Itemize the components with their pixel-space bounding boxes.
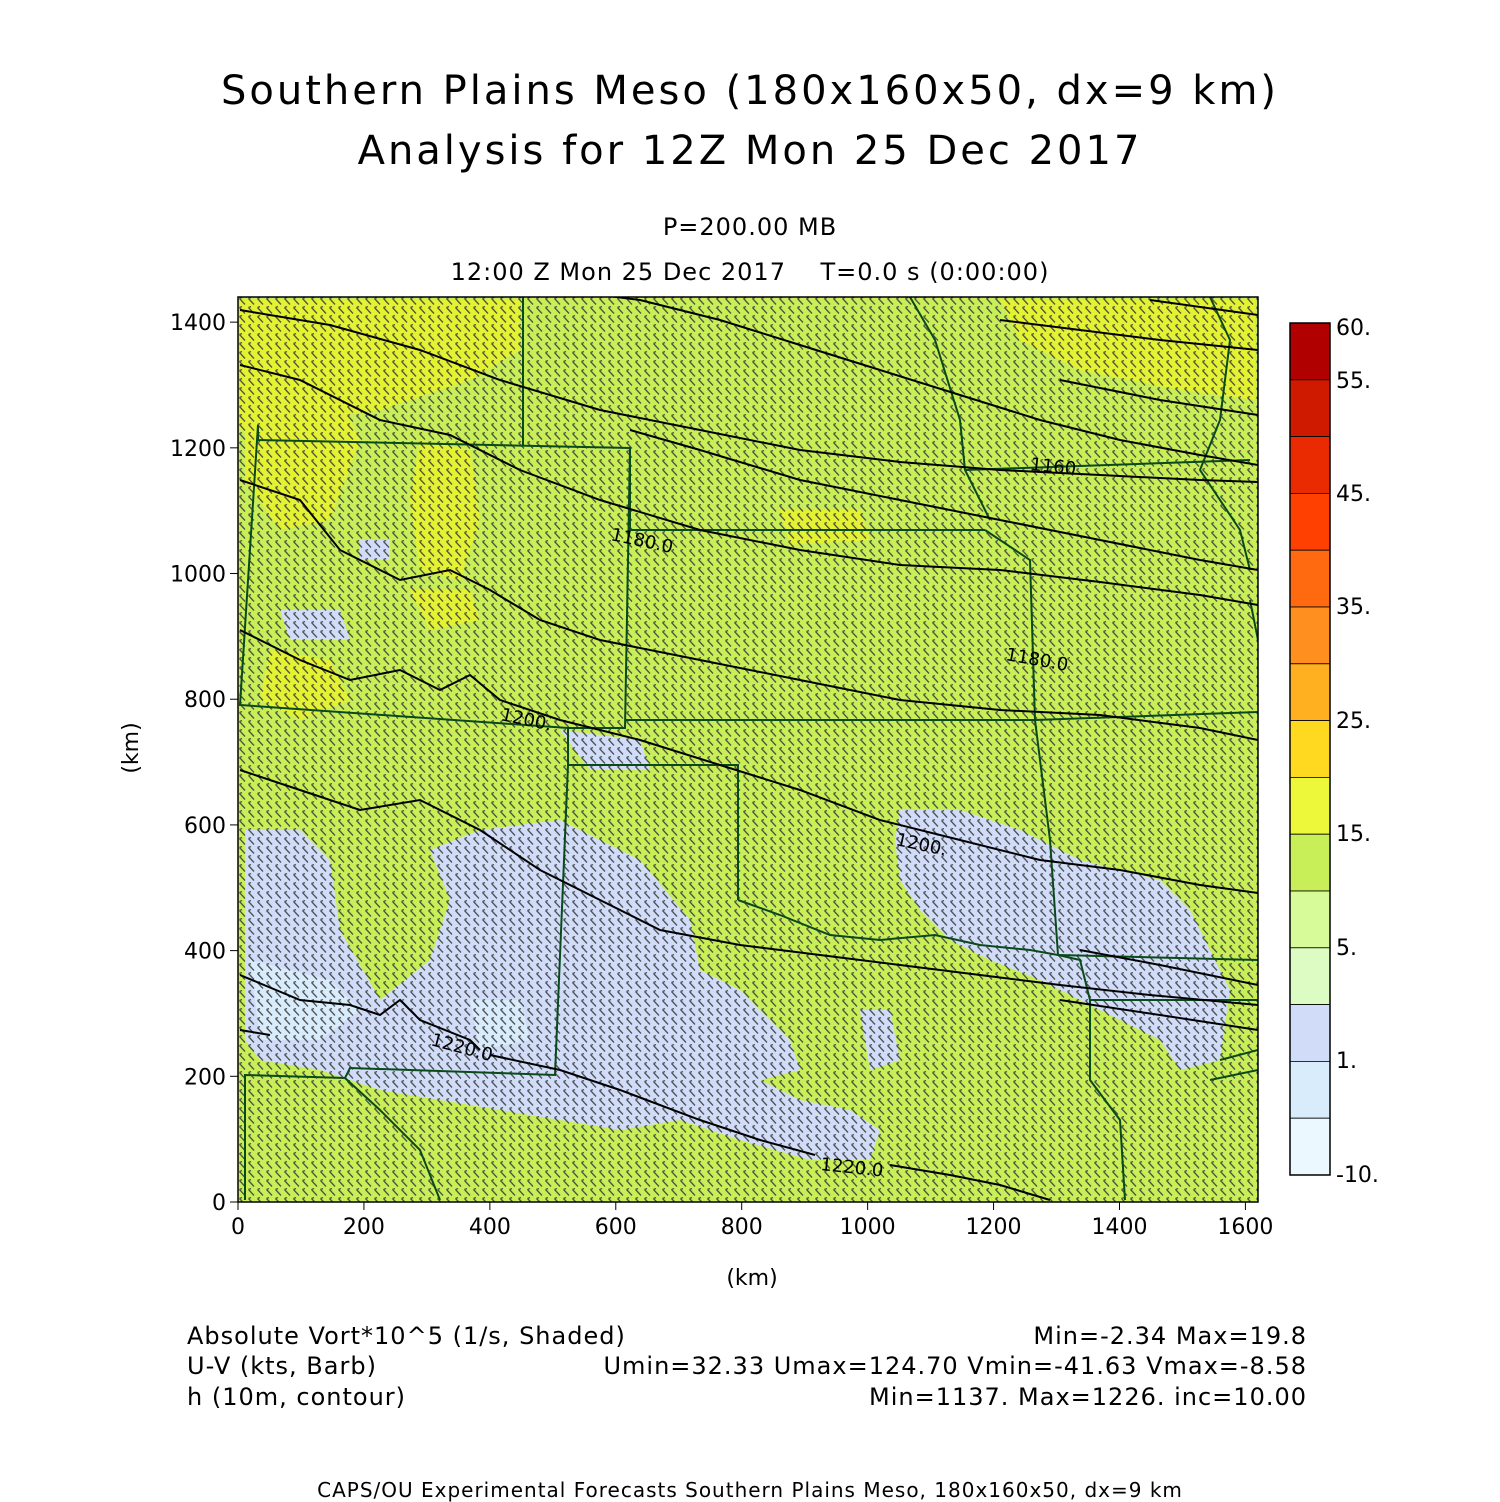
legend-field2-name: U-V (kts, Barb) bbox=[187, 1352, 377, 1380]
x-tick-label: 1600 bbox=[1217, 1215, 1273, 1240]
colorbar-segment bbox=[1289, 720, 1331, 778]
colorbar-label: 60. bbox=[1336, 316, 1371, 341]
level-label: P=200.00 MB bbox=[662, 213, 838, 241]
legend-field3-stats: Min=1137. Max=1226. inc=10.00 bbox=[869, 1383, 1307, 1411]
wind-barb-field bbox=[238, 297, 1258, 1202]
height-contours bbox=[239, 297, 1258, 1201]
colorbar-segment bbox=[1289, 777, 1331, 835]
x-tick-label: 200 bbox=[343, 1215, 385, 1240]
x-tick-label: 800 bbox=[721, 1215, 763, 1240]
x-tick-label: 1400 bbox=[1091, 1215, 1147, 1240]
plot-area: 1180.0 1160 1180.0 1200. 1200. 1200.0 12… bbox=[238, 297, 1258, 1202]
y-tick-label: 800 bbox=[184, 688, 226, 713]
time-label: 12:00 Z Mon 25 Dec 2017 T=0.0 s (0:00:00… bbox=[450, 258, 1050, 286]
plot-frame bbox=[237, 296, 1259, 1203]
x-axis-ticks: 0 200 400 600 800 1000 1200 1400 1600 bbox=[231, 1202, 1273, 1240]
y-tick-label: 0 bbox=[212, 1191, 226, 1216]
x-tick-label: 1200 bbox=[966, 1215, 1022, 1240]
legend-field1-stats: Min=-2.34 Max=19.8 bbox=[1033, 1322, 1307, 1350]
legend-field2-stats: Umin=32.33 Umax=124.70 Vmin=-41.63 Vmax=… bbox=[603, 1352, 1307, 1380]
colorbar-segment bbox=[1289, 947, 1331, 1005]
credit-line: CAPS/OU Experimental Forecasts Southern … bbox=[317, 1478, 1183, 1502]
state-boundaries bbox=[238, 297, 1258, 1201]
contour-label: 1160 bbox=[1029, 454, 1077, 480]
colorbar-segment bbox=[1289, 436, 1331, 494]
colorbar-segment bbox=[1289, 379, 1331, 437]
colorbar-segment bbox=[1289, 1117, 1331, 1176]
colorbar-segment bbox=[1289, 1061, 1331, 1119]
x-tick-label: 400 bbox=[469, 1215, 511, 1240]
colorbar-segment bbox=[1289, 606, 1331, 665]
y-tick-label: 200 bbox=[184, 1065, 226, 1090]
colorbar-label: -10. bbox=[1336, 1163, 1379, 1188]
colorbar-label: 25. bbox=[1336, 709, 1371, 734]
colorbar-label: 5. bbox=[1336, 936, 1357, 961]
colorbar-segment bbox=[1289, 890, 1331, 949]
contour-label: 1200.0 bbox=[690, 759, 694, 761]
legend-field1-name: Absolute Vort*10^5 (1/s, Shaded) bbox=[187, 1322, 626, 1350]
colorbar-segment bbox=[1289, 322, 1331, 381]
y-axis-ticks: 0 200 400 600 800 1000 1200 1400 bbox=[170, 311, 238, 1216]
x-tick-label: 600 bbox=[595, 1215, 637, 1240]
colorbar-segment bbox=[1289, 549, 1331, 608]
colorbar-segment bbox=[1289, 492, 1331, 551]
colorbar-segment bbox=[1289, 833, 1331, 892]
y-tick-label: 600 bbox=[184, 814, 226, 839]
title-line-2: Analysis for 12Z Mon 25 Dec 2017 bbox=[357, 128, 1143, 174]
y-tick-label: 1400 bbox=[170, 311, 226, 336]
x-axis-label: (km) bbox=[726, 1266, 777, 1291]
colorbar-label: 55. bbox=[1336, 369, 1371, 394]
x-tick-label: 1000 bbox=[840, 1215, 896, 1240]
y-tick-label: 400 bbox=[184, 940, 226, 965]
colorbar: 60. 55. 45. 35. 25. 15. 5. 1. -10. bbox=[1289, 316, 1379, 1188]
colorbar-label: 35. bbox=[1336, 595, 1371, 620]
colorbar-label: 45. bbox=[1336, 482, 1371, 507]
title-line-1: Southern Plains Meso (180x160x50, dx=9 k… bbox=[220, 68, 1280, 114]
colorbar-label: 15. bbox=[1336, 822, 1371, 847]
y-tick-label: 1200 bbox=[170, 437, 226, 462]
colorbar-segment bbox=[1289, 663, 1331, 721]
colorbar-label: 1. bbox=[1336, 1049, 1357, 1074]
colorbar-segment bbox=[1289, 1004, 1331, 1062]
colorbar-frame bbox=[1289, 322, 1331, 1176]
legend-field3-name: h (10m, contour) bbox=[187, 1383, 407, 1411]
y-tick-label: 1000 bbox=[170, 563, 226, 588]
y-axis-label: (km) bbox=[119, 722, 144, 773]
x-tick-label: 0 bbox=[231, 1215, 245, 1240]
